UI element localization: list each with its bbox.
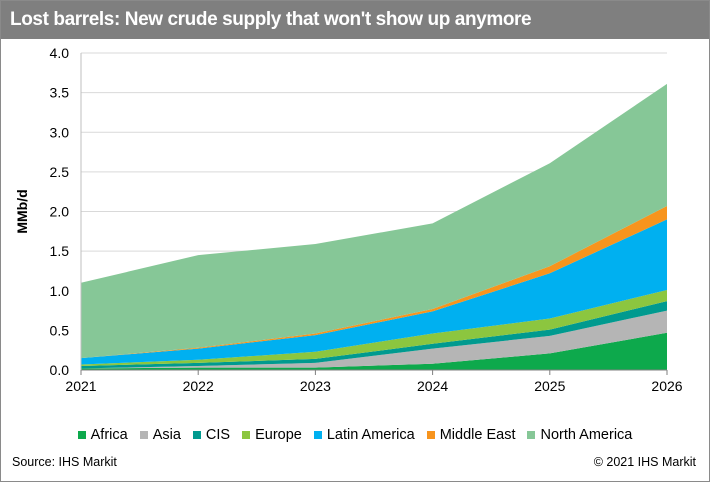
x-tick-label: 2026 bbox=[651, 378, 682, 394]
legend-item-cis: CIS bbox=[192, 427, 231, 443]
x-tick-label: 2021 bbox=[65, 378, 96, 394]
y-tick-label: 3.5 bbox=[50, 85, 70, 101]
legend-label: North America bbox=[540, 427, 633, 443]
legend-swatch bbox=[426, 431, 435, 439]
y-tick-label: 4.0 bbox=[50, 45, 70, 61]
legend-item-north-america: North America bbox=[527, 427, 632, 443]
y-tick-label: 1.5 bbox=[50, 243, 70, 259]
title-bar: Lost barrels: New crude supply that won'… bbox=[1, 1, 709, 39]
legend-item-europe: Europe bbox=[242, 427, 302, 443]
chart-title: Lost barrels: New crude supply that won'… bbox=[10, 9, 532, 30]
legend-label: Europe bbox=[255, 427, 302, 443]
x-tick-label: 2022 bbox=[183, 378, 214, 394]
legend-swatch bbox=[77, 431, 86, 439]
legend-item-asia: Asia bbox=[139, 427, 181, 443]
legend-label: Asia bbox=[152, 427, 181, 443]
x-tick-label: 2024 bbox=[417, 378, 448, 394]
x-tick-label: 2025 bbox=[534, 378, 565, 394]
y-tick-label: 3.0 bbox=[50, 124, 70, 140]
y-tick-label: 1.0 bbox=[50, 283, 70, 299]
y-tick-label: 0.0 bbox=[50, 362, 70, 378]
axes: 0.0 0.5 1.0 1.5 2.0 2.5 3.0 3.5 4.0 2021 2022 2023 2… bbox=[50, 45, 683, 394]
copyright-note: © 2021 IHS Markit bbox=[593, 455, 696, 469]
legend-swatch bbox=[242, 431, 251, 439]
y-axis-label: MMb/d bbox=[14, 189, 30, 233]
legend-item-middle-east: Middle East bbox=[426, 427, 516, 443]
area-africa bbox=[81, 332, 667, 370]
area-cis bbox=[81, 301, 667, 369]
area-series-group bbox=[81, 83, 667, 370]
legend-item-latin-america: Latin America bbox=[313, 427, 415, 443]
area-latin-america bbox=[81, 219, 667, 365]
legend-swatch bbox=[139, 431, 148, 439]
area-asia bbox=[81, 310, 667, 369]
legend-swatch bbox=[313, 431, 322, 439]
area-north-america bbox=[81, 83, 667, 359]
legend-label: Latin America bbox=[326, 427, 415, 443]
legend: Africa Asia CIS Europe Latin America Middle E… bbox=[1, 424, 709, 446]
y-tick-label: 2.5 bbox=[50, 164, 70, 180]
y-tick-label: 0.5 bbox=[50, 322, 70, 338]
legend-label: CIS bbox=[205, 427, 231, 443]
y-tick-label: 2.0 bbox=[50, 204, 70, 220]
legend-label: Africa bbox=[90, 427, 128, 443]
x-tick-label: 2023 bbox=[300, 378, 331, 394]
area-europe bbox=[81, 290, 667, 366]
source-note: Source: IHS Markit bbox=[12, 455, 117, 469]
legend-item-africa: Africa bbox=[77, 427, 128, 443]
legend-swatch bbox=[527, 431, 536, 439]
legend-label: Middle East bbox=[439, 427, 516, 443]
chart-plot: 0.0 0.5 1.0 1.5 2.0 2.5 3.0 3.5 4.0 2021 2022 2023 2… bbox=[14, 45, 683, 394]
legend-swatch bbox=[192, 431, 201, 439]
